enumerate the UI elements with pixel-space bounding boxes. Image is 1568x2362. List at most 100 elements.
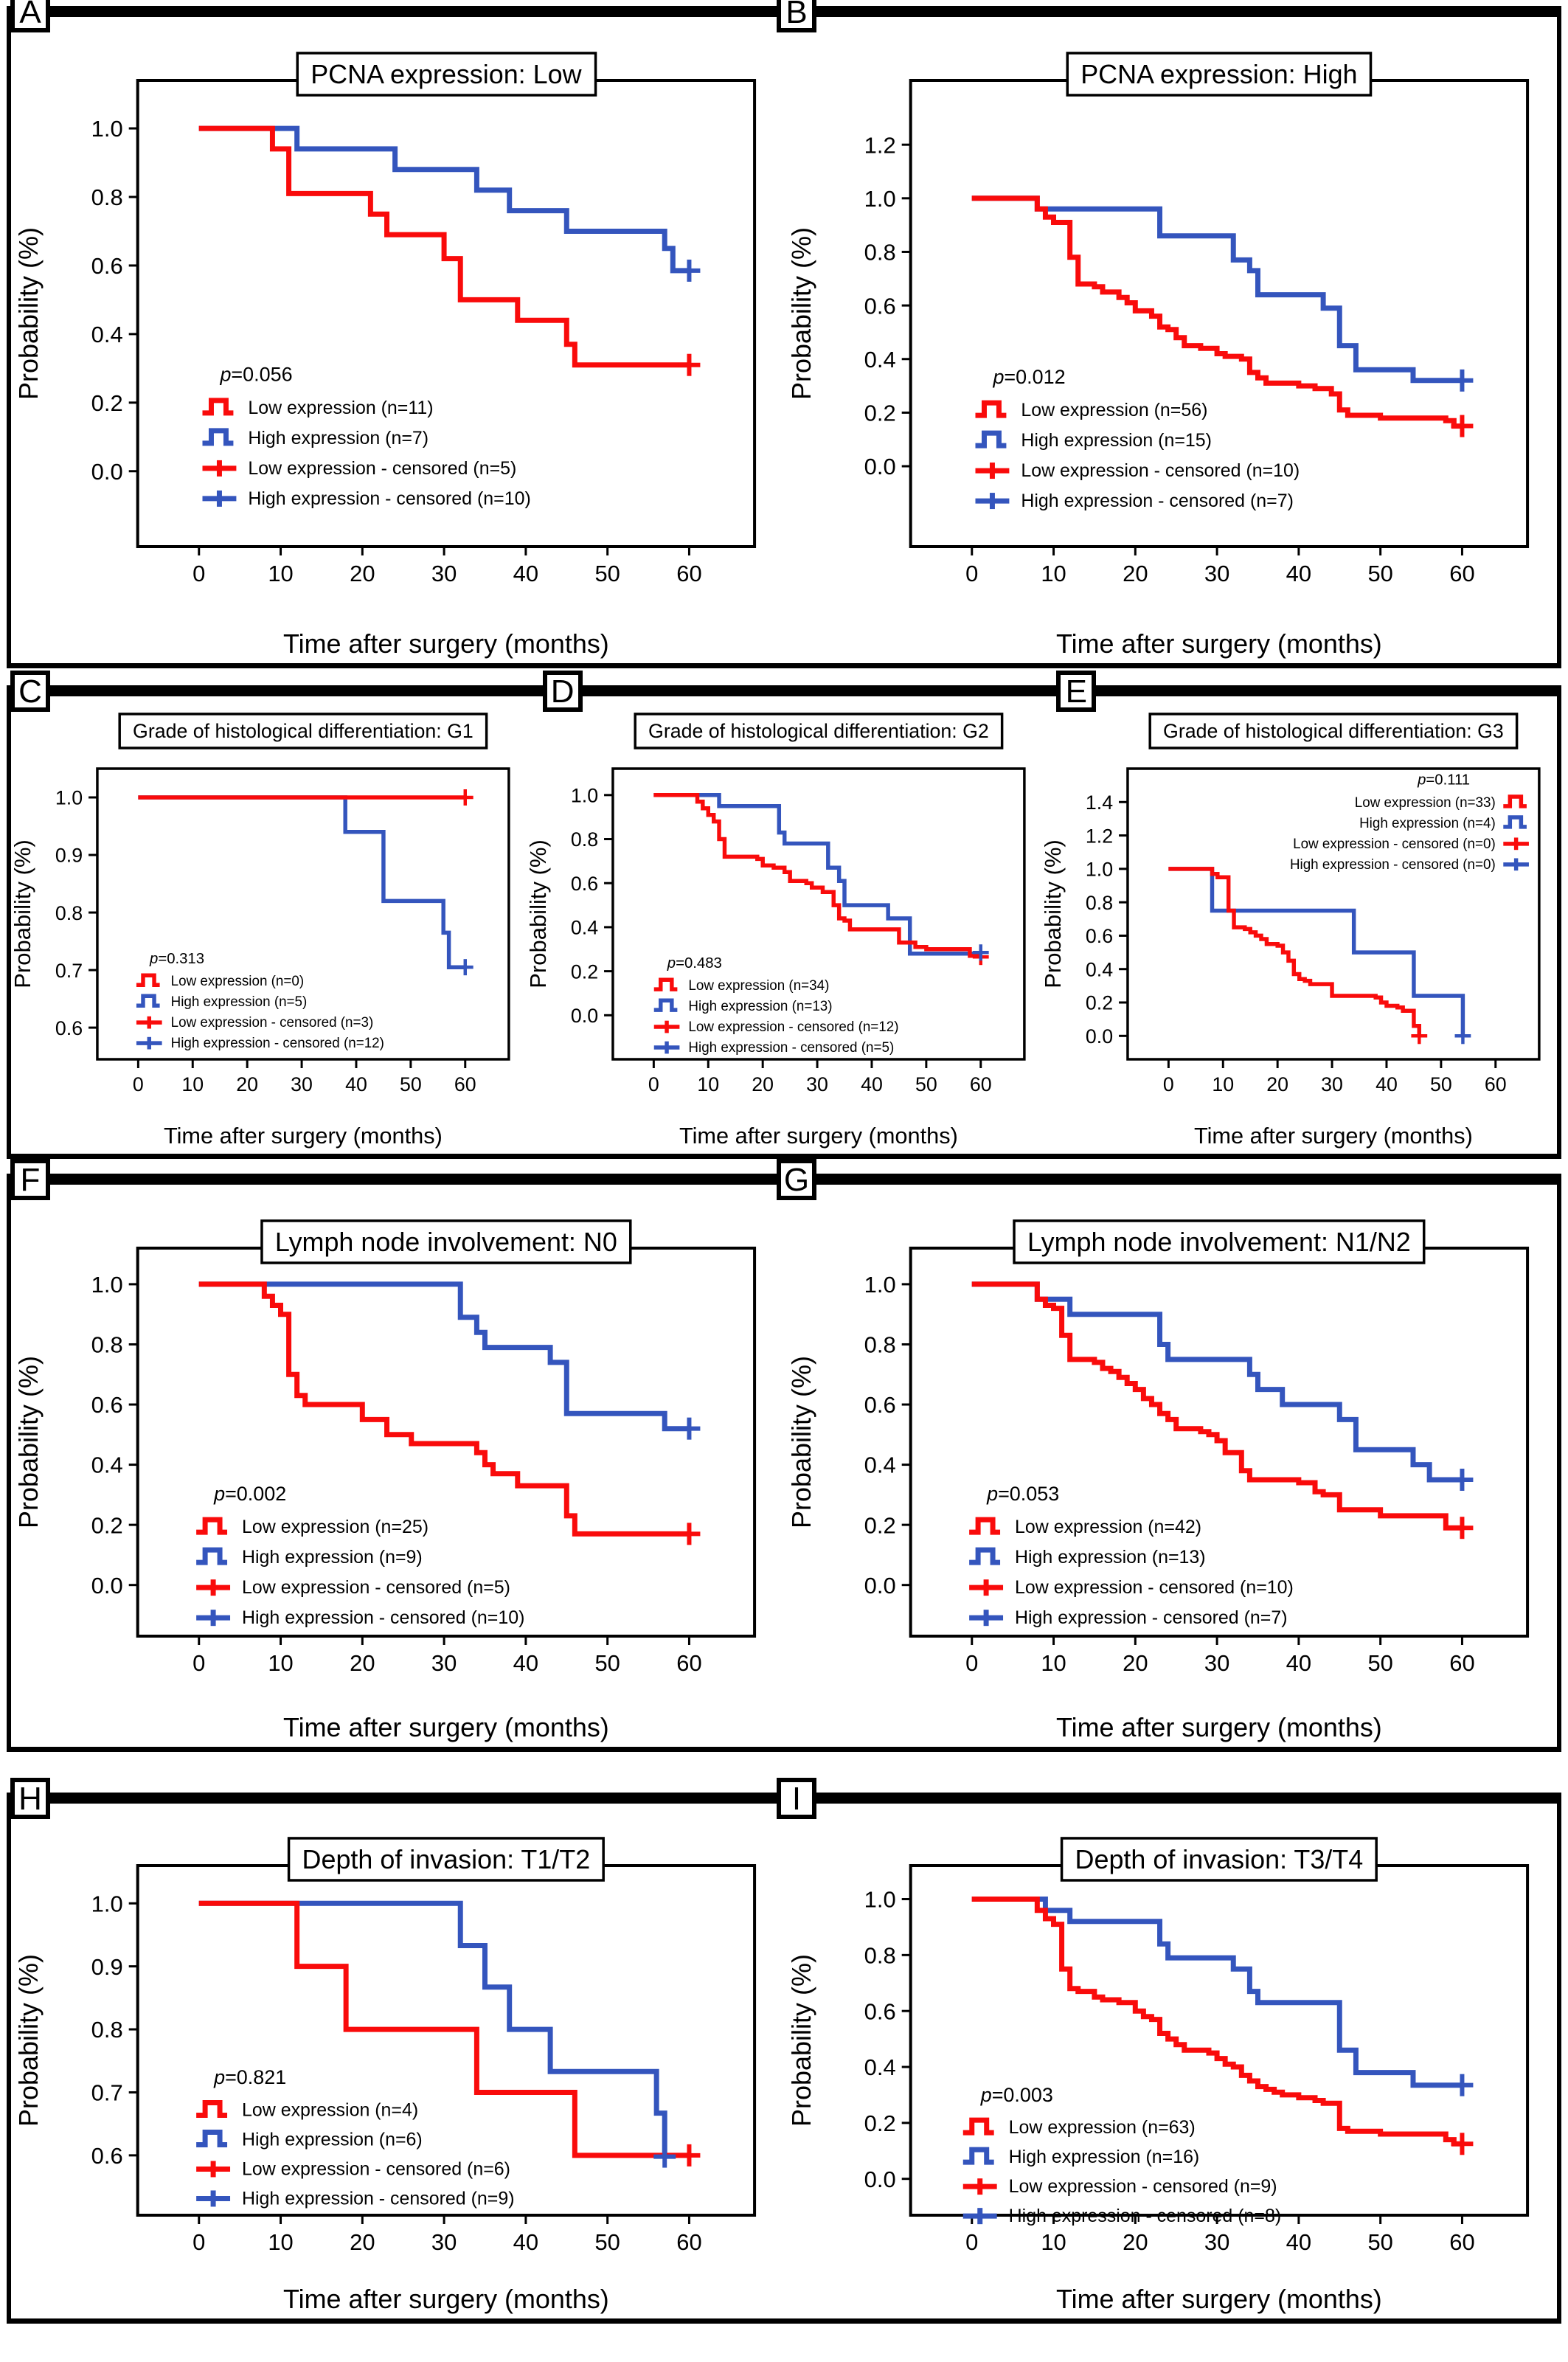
km-plot-A: 0 10 20 30 40 50 60 0.0 0.2 0.4 0.6 0.8 1.0 Time afte… (13, 52, 757, 659)
legend-symbol-step (975, 430, 1007, 448)
legend-symbol-step (962, 2117, 994, 2136)
y-tick-label: 0.6 (864, 1998, 896, 2024)
figure-row-4: H I 0 10 20 30 40 50 60 0.6 0.7 0.8 0.9 1.0 Time aft… (7, 1778, 1561, 2324)
x-tick-label: 50 (594, 2229, 620, 2255)
plot-box (909, 1864, 1530, 2217)
panel-title-box (1148, 713, 1519, 749)
x-tick-label: 20 (350, 2229, 375, 2255)
legend-label: High expression - censored (n=12) (171, 1036, 384, 1051)
p-value: p=0.821 (213, 2066, 286, 2088)
panel-title: Lymph node involvement: N0 (275, 1227, 617, 1257)
x-tick-label: 10 (1041, 1650, 1066, 1676)
x-tick-label: 30 (1322, 1073, 1344, 1095)
panel-title: Grade of histological differentiation: G… (648, 720, 989, 742)
y-axis-label: Probability (%) (13, 1954, 44, 2127)
x-tick-label: 40 (513, 1650, 538, 1676)
x-tick-label: 20 (1123, 561, 1148, 586)
y-axis-label: Probability (%) (786, 1954, 816, 2127)
y-tick-label: 0.6 (55, 1017, 83, 1039)
panel-lymph-n0: 0 10 20 30 40 50 60 0.0 0.2 0.4 0.6 0.8 1.0 Time afte… (11, 1185, 784, 1747)
y-tick-label: 0.0 (91, 1573, 123, 1599)
p-value: p=0.003 (980, 2084, 1053, 2106)
x-tick-label: 20 (1123, 2229, 1148, 2255)
y-tick-label: 0.4 (91, 322, 123, 347)
x-tick-label: 20 (1123, 1650, 1148, 1676)
legend-symbol-step (962, 2147, 994, 2165)
legend-symbol-step (136, 994, 160, 1008)
x-tick-label: 0 (133, 1073, 144, 1095)
figure-row-2: C D E 0 10 20 30 40 50 60 0.6 0.7 0.8 0.9 1.0 Time a… (7, 671, 1561, 1159)
x-axis-label: Time after surgery (months) (283, 2284, 609, 2314)
legend-label: High expression - censored (n=7) (1015, 1607, 1288, 1628)
km-plot-C: 0 10 20 30 40 50 60 0.6 0.7 0.8 0.9 1.0 Time after s… (11, 713, 510, 1149)
x-tick-label: 30 (431, 2229, 457, 2255)
legend-label: High expression (n=9) (242, 1547, 423, 1568)
y-tick-label: 0.8 (1086, 892, 1113, 914)
x-tick-label: 40 (513, 561, 538, 586)
x-tick-label: 30 (431, 1650, 457, 1676)
x-tick-label: 50 (1367, 561, 1392, 586)
x-tick-label: 40 (345, 1073, 367, 1095)
y-tick-label: 1.0 (864, 1887, 896, 1913)
y-tick-label: 0.7 (91, 2080, 123, 2106)
x-tick-label: 40 (1376, 1073, 1398, 1095)
x-tick-label: 20 (236, 1073, 258, 1095)
legend-label: Low expression (n=33) (1355, 795, 1496, 811)
legend-label: High expression - censored (n=0) (1290, 857, 1496, 873)
p-value: p=0.111 (1417, 772, 1470, 789)
x-tick-label: 50 (1430, 1073, 1452, 1095)
x-tick-label: 50 (915, 1073, 937, 1095)
km-curve-low (653, 793, 981, 958)
x-axis-label: Time after surgery (months) (1056, 628, 1382, 659)
km-curve-high (1168, 867, 1465, 1036)
x-tick-label: 40 (861, 1073, 883, 1095)
x-tick-label: 0 (965, 1650, 978, 1676)
panel-lymph-n1n2: 0 10 20 30 40 50 60 0.0 0.2 0.4 0.6 0.8 1.0 Time afte… (784, 1185, 1557, 1747)
x-axis-label: Time after surgery (months) (283, 1712, 609, 1742)
legend-label: Low expression - censored (n=5) (248, 458, 516, 479)
x-tick-label: 20 (350, 561, 375, 586)
legend-symbol-step (202, 398, 234, 416)
y-tick-label: 1.0 (864, 186, 896, 212)
legend-label: High expression - censored (n=9) (242, 2188, 515, 2209)
y-tick-label: 1.2 (864, 132, 896, 158)
panel-label-C: C (10, 671, 50, 712)
km-curve-high (198, 1281, 690, 1432)
km-plot-D: 0 10 20 30 40 50 60 0.0 0.2 0.4 0.6 0.8 1.0 Time afte… (527, 713, 1026, 1149)
y-tick-label: 1.0 (571, 784, 598, 806)
legend-symbol-step (196, 1547, 228, 1565)
panel-label-F: F (10, 1159, 50, 1200)
legend-symbol-step (196, 2129, 228, 2147)
plot-box (96, 767, 510, 1061)
p-value: p=0.053 (986, 1483, 1059, 1505)
p-value: p=0.483 (666, 955, 721, 972)
y-tick-label: 0.0 (864, 1573, 896, 1599)
panel-title-box (296, 52, 597, 97)
x-tick-label: 60 (1485, 1073, 1507, 1095)
x-axis-label: Time after surgery (months) (1194, 1123, 1473, 1149)
panel-label-G: G (777, 1159, 816, 1200)
y-tick-label: 1.0 (1086, 858, 1113, 880)
legend-label: Low expression (n=34) (688, 978, 829, 994)
y-axis-label: Probability (%) (527, 839, 551, 988)
panel-title-box (1066, 52, 1373, 97)
y-tick-label: 1.0 (91, 1891, 123, 1916)
legend-symbol-step (202, 428, 234, 446)
y-tick-label: 0.0 (1086, 1025, 1113, 1047)
km-curve-low (198, 1281, 690, 1537)
km-curve-low (971, 1281, 1463, 1531)
p-value: p=0.012 (992, 366, 1065, 388)
y-tick-label: 0.0 (91, 459, 123, 485)
y-tick-label: 0.4 (91, 1452, 123, 1478)
panel-title: Lymph node involvement: N1/N2 (1027, 1227, 1411, 1257)
y-tick-label: 0.9 (91, 1954, 123, 1980)
y-tick-label: 0.6 (91, 253, 123, 279)
y-tick-label: 1.0 (91, 116, 123, 142)
legend-label: High expression (n=7) (248, 428, 429, 448)
y-tick-label: 1.0 (91, 1272, 123, 1298)
legend-label: Low expression (n=4) (242, 2099, 418, 2120)
legend-label: Low expression - censored (n=6) (242, 2158, 510, 2179)
y-tick-label: 0.8 (91, 1332, 123, 1358)
legend-label: High expression (n=6) (242, 2129, 423, 2150)
y-tick-label: 0.4 (1086, 958, 1113, 980)
